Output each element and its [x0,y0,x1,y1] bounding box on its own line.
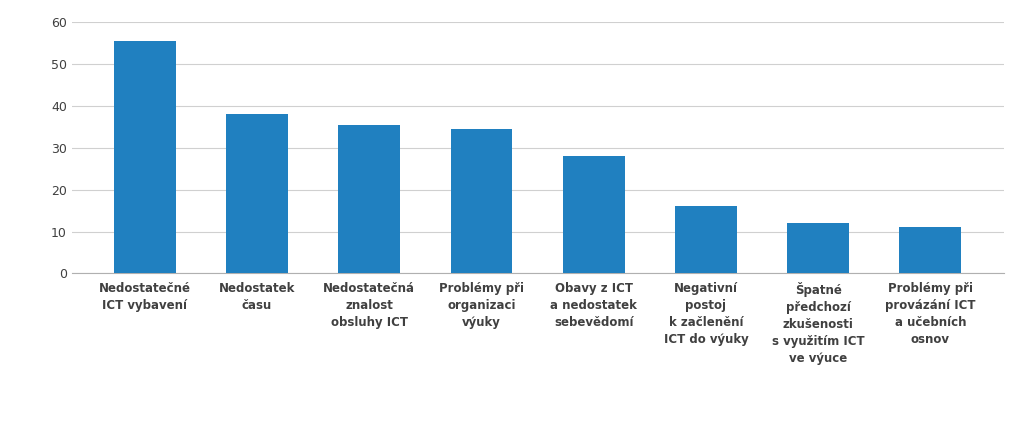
Bar [226,114,288,273]
Bar [451,129,512,273]
Bar [339,125,400,273]
Bar [675,206,736,273]
Bar [787,223,849,273]
Bar [563,156,625,273]
Bar [114,41,176,273]
Bar [899,228,962,273]
